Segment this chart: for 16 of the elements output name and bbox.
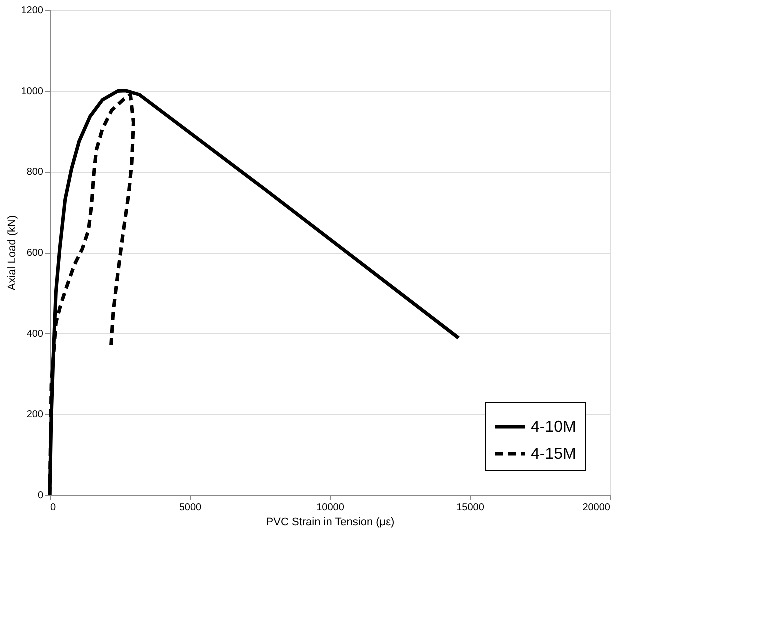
y-tick-label: 200	[26, 410, 44, 421]
y-tick-label: 1000	[21, 86, 44, 98]
y-tick-label: 800	[26, 167, 44, 178]
x-axis-title: PVC Strain in Tension (με)	[266, 516, 395, 528]
y-tick-label: 1200	[21, 6, 44, 16]
x-tick-label: 20000	[582, 502, 611, 514]
y-tick-label: 0	[38, 490, 44, 502]
x-tick-label: 10000	[316, 502, 345, 514]
y-axis-title: Axial Load (kN)	[6, 215, 18, 291]
x-tick-label: 0	[50, 502, 56, 514]
legend-label: 4-10M	[531, 419, 576, 436]
y-tick-label: 600	[26, 248, 44, 259]
y-tick-label: 400	[26, 328, 44, 340]
x-tick-label: 5000	[179, 502, 202, 514]
legend-label: 4-15M	[531, 446, 576, 463]
x-tick-label: 15000	[456, 502, 485, 514]
